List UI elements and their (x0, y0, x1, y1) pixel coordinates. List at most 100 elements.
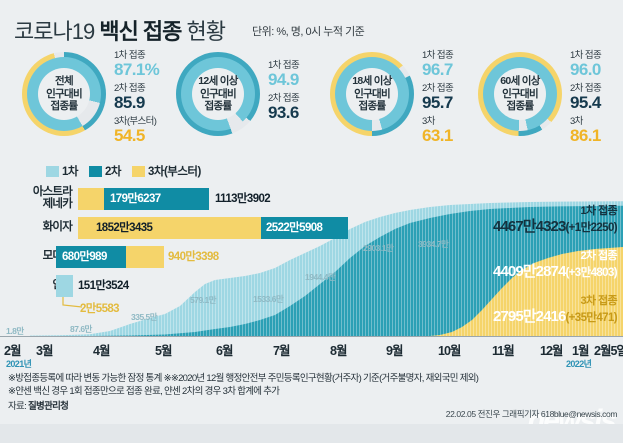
total-value-row: 4467만4323(+1만2250) (493, 218, 618, 236)
vaccine-name-line2: 제네카 (42, 198, 73, 210)
donut-center-line3: 접종률 (204, 100, 233, 113)
stat-label: 3차 (422, 116, 435, 127)
year-label-2022: 2022년 (566, 359, 592, 369)
total-dose2: 2차 접종 4409만2874(+3만4803) (493, 250, 618, 281)
stat-dose1: 1차 접종 96.7 (422, 50, 486, 79)
donut-block-age60: 60세 이상 인구대비 접종률 1차 접종 96.0 2차 접종 95.4 3차… (470, 44, 620, 162)
stat-dose1: 1차 접종 94.9 (268, 60, 332, 89)
donut-center-line2: 인구대비 (502, 87, 539, 100)
area-annotation-5: 1533.6만 (253, 294, 284, 304)
stat-value: 63.1 (422, 126, 453, 145)
unit-note: 단위: %, 명, 0시 누적 기준 (252, 26, 365, 38)
vaccine-name-astrazeneca: 아스트라 제네카 (4, 186, 73, 210)
vaccine-name-line1: 아스트라 (32, 186, 73, 198)
area-series-dose2-stripes (30, 205, 623, 336)
stat-dose3: 3차 86.1 (570, 116, 623, 145)
title-part1: 코로나19 (14, 19, 95, 44)
year-label-2021: 2021년 (6, 359, 32, 369)
bar-value-dose3: 940만3398 (168, 251, 219, 263)
stat-value: 96.7 (422, 60, 453, 79)
donut-stats-age18: 1차 접종 96.7 2차 접종 95.7 3차 63.1 (422, 50, 486, 149)
stat-label: 2차 접종 (114, 83, 146, 94)
stat-label: 2차 접종 (422, 83, 454, 94)
donut-center-line1: 전체 (55, 75, 74, 88)
donut-center-line1: 60세 이상 (500, 75, 540, 88)
area-chart-svg (30, 201, 623, 336)
area-annotation-3: 335.5만 (131, 312, 158, 322)
title-part3: 현황 (186, 19, 226, 44)
stat-label: 3차(부스터) (114, 116, 157, 127)
donut-hole (38, 68, 90, 120)
bar-segment-dose3 (78, 217, 261, 239)
stat-value: 94.9 (268, 70, 299, 89)
x-tick-aug: 8월 (330, 344, 347, 358)
area-annotation-1: 1.8만 (6, 326, 24, 336)
donut-center-line1: 12세 이상 (198, 75, 238, 88)
bar-segment-dose2 (104, 188, 209, 210)
vaccine-row-astrazeneca: 아스트라 제네카 179만6237 1113만3902 (0, 186, 623, 210)
area-annotation-8: 3934.7만 (418, 239, 449, 249)
x-tick-may: 5월 (155, 344, 172, 358)
area-series-dose3-stripes (430, 247, 623, 336)
stat-label: 2차 접종 (268, 93, 300, 104)
stat-label: 3차 (570, 116, 583, 127)
legend-swatch-icon (46, 165, 59, 177)
x-tick-dec: 12월 (540, 344, 563, 358)
source-line: 자료: 질병관리청 (8, 400, 618, 413)
donut-hole (346, 68, 398, 120)
x-tick-apr: 4월 (93, 344, 110, 358)
cumulative-area-chart (0, 196, 623, 338)
donut-block-total: 전체 인구대비 접종률 1차 접종 87.1% 2차 접종 85.9 3차(부스… (14, 44, 164, 162)
total-label: 2차 접종 (580, 250, 617, 262)
total-label: 3차 접종 (580, 295, 617, 307)
x-tick-jan-2022: 1월 (572, 344, 589, 358)
bar-value-total: 1113만3902 (215, 193, 271, 205)
donut-hole (494, 68, 546, 120)
footnotes: ※방접종등록에 따라 변동 가능한 잠정 통계 ※※2020년 12월 행정안전… (8, 372, 618, 413)
donut-center-line2: 인구대비 (354, 87, 391, 100)
stat-value: 87.1% (114, 60, 160, 79)
stat-value: 86.1 (570, 126, 601, 145)
stat-value: 85.9 (114, 93, 145, 112)
bar-value-dose2: 2522만5908 (266, 222, 323, 234)
janssen-callout-leader-line (62, 297, 83, 308)
stat-value: 96.0 (570, 60, 601, 79)
legend-item-dose2: 2차 (88, 163, 121, 179)
donut-block-age18: 18세 이상 인구대비 접종률 1차 접종 96.7 2차 접종 95.7 3차… (322, 44, 472, 162)
chart-legend: 1차 2차 3차(부스터) (46, 163, 206, 179)
area-annotation-6: 1944.4만 (305, 272, 336, 282)
total-delta: (+3만4803) (565, 267, 617, 279)
stat-label: 1차 접종 (114, 50, 146, 61)
stat-value: 95.4 (570, 93, 601, 112)
bar-segment-dose3 (126, 246, 164, 268)
donut-center-line2: 인구대비 (200, 87, 237, 100)
x-tick-sep: 9월 (386, 344, 403, 358)
donut-chart-age18: 18세 이상 인구대비 접종률 (330, 52, 414, 136)
total-value: 4467만4323 (493, 218, 566, 235)
stat-dose3: 3차(부스터) 54.5 (114, 116, 178, 145)
total-delta: (+1만2250) (565, 222, 617, 234)
vaccine-row-janssen: 얀센 151만3524 (0, 275, 623, 297)
area-annotation-7: 2903.1만 (363, 243, 394, 253)
donut-center-line3: 접종률 (506, 100, 535, 113)
x-tick-oct: 10월 (438, 344, 461, 358)
bar-value-dose2: 680만989 (62, 251, 107, 263)
donut-center-line3: 접종률 (50, 100, 79, 113)
legend-swatch-icon (88, 165, 102, 177)
vaccine-bar-group: 아스트라 제네카 179만6237 1113만3902 화이자 1852만343… (0, 186, 623, 300)
donut-chart-age60: 60세 이상 인구대비 접종률 (478, 52, 562, 136)
donut-block-age12: 12세 이상 인구대비 접종률 1차 접종 94.9 2차 접종 93.6 (168, 44, 318, 162)
legend-item-dose3: 3차(부스터) (131, 163, 201, 179)
source-label: 자료: (8, 401, 27, 412)
donut-center-label-total: 전체 인구대비 접종률 (22, 52, 106, 136)
stat-dose2: 2차 접종 95.4 (570, 83, 623, 112)
total-value: 4409만2874 (493, 263, 566, 280)
stat-dose2: 2차 접종 93.6 (268, 93, 332, 122)
bar-value-janssen-dose3: 2만5583 (80, 303, 120, 315)
vaccine-row-moderna: 모더나 680만989 940만3398 (0, 246, 623, 268)
vaccine-name-pfizer: 화이자 (4, 221, 73, 233)
stat-value: 54.5 (114, 126, 145, 145)
bar-segment-dose1 (56, 275, 73, 297)
x-axis-line (0, 336, 623, 337)
donut-center-label-age60: 60세 이상 인구대비 접종률 (478, 52, 562, 136)
